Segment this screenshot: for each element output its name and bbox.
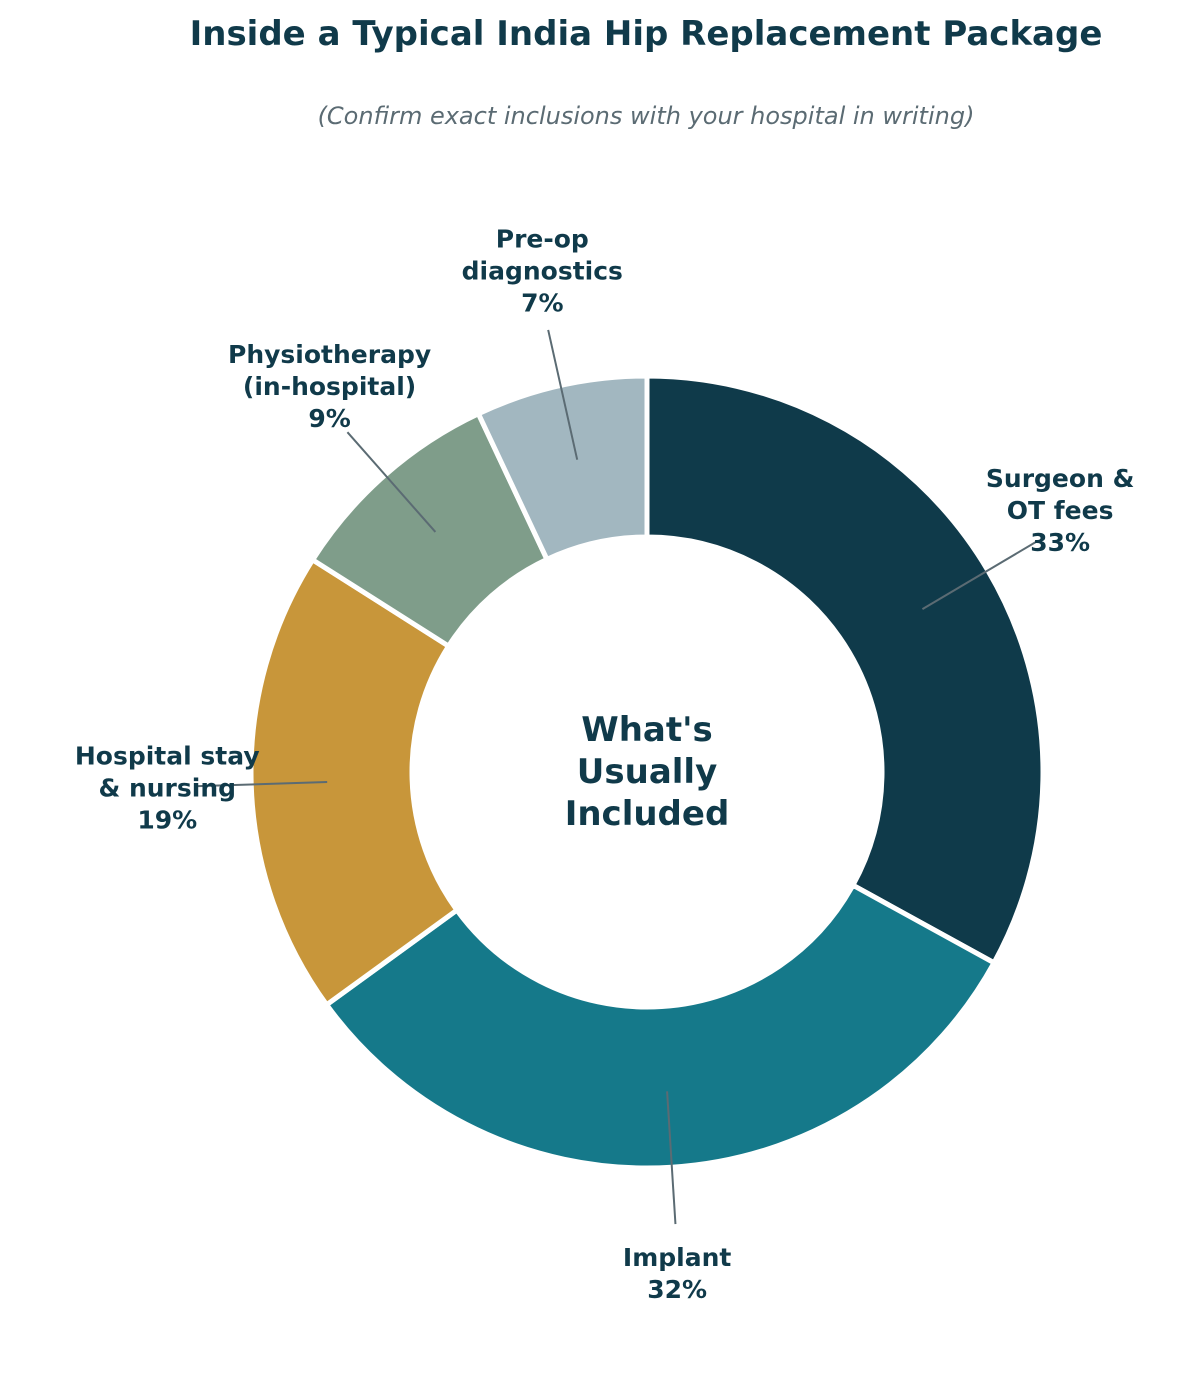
slice-percent-label: 19% [137, 806, 197, 835]
slice-name-label: Implant [623, 1243, 731, 1272]
slice-implant [323, 881, 998, 1171]
slice-name-label: OT fees [1007, 496, 1114, 525]
slice-name-label: diagnostics [462, 256, 623, 285]
slice-name-label: Hospital stay [75, 742, 260, 771]
slice-label-pre-op-diagnostics: Pre-op diagnostics 7% [462, 224, 623, 317]
leader-line-pre-op-diagnostics [547, 329, 579, 460]
leader-line-surgeon-ot-fees [921, 540, 1038, 610]
slice-label-implant: Implant 32% [623, 1243, 731, 1304]
slice-hospital-stay-nursing [248, 556, 461, 1009]
center-label-line: Usually [577, 752, 717, 792]
center-label-line: What's [581, 710, 713, 750]
slice-surgeon-ot-fees [644, 373, 1046, 967]
center-label-line: Included [565, 794, 730, 834]
slice-percent-label: 9% [308, 404, 350, 433]
slice-label-hospital-stay-nursing: Hospital stay & nursing 19% [75, 742, 260, 835]
slice-label-surgeon-ot-fees: Surgeon & OT fees 33% [986, 464, 1134, 557]
slice-label-physiotherapy-in-hospital: Physiotherapy (in-hospital) 9% [228, 340, 431, 433]
slice-name-label: Physiotherapy [228, 340, 431, 369]
slice-name-label: & nursing [98, 774, 236, 803]
slice-percent-label: 7% [521, 288, 563, 317]
slice-name-label: Surgeon & [986, 464, 1134, 493]
slice-name-label: (in-hospital) [243, 372, 416, 401]
slice-name-label: Pre-op [496, 224, 589, 253]
slice-pre-op-diagnostics [475, 373, 650, 563]
slice-percent-label: 33% [1030, 528, 1090, 557]
leader-line-physiotherapy-in-hospital [346, 431, 437, 533]
chart-subtitle: (Confirm exact inclusions with your hosp… [317, 102, 975, 130]
chart-title: Inside a Typical India Hip Replacement P… [189, 14, 1103, 54]
leader-line-hospital-stay-nursing [194, 781, 328, 788]
leader-line-implant [666, 1091, 677, 1225]
slice-percent-label: 32% [647, 1275, 707, 1304]
